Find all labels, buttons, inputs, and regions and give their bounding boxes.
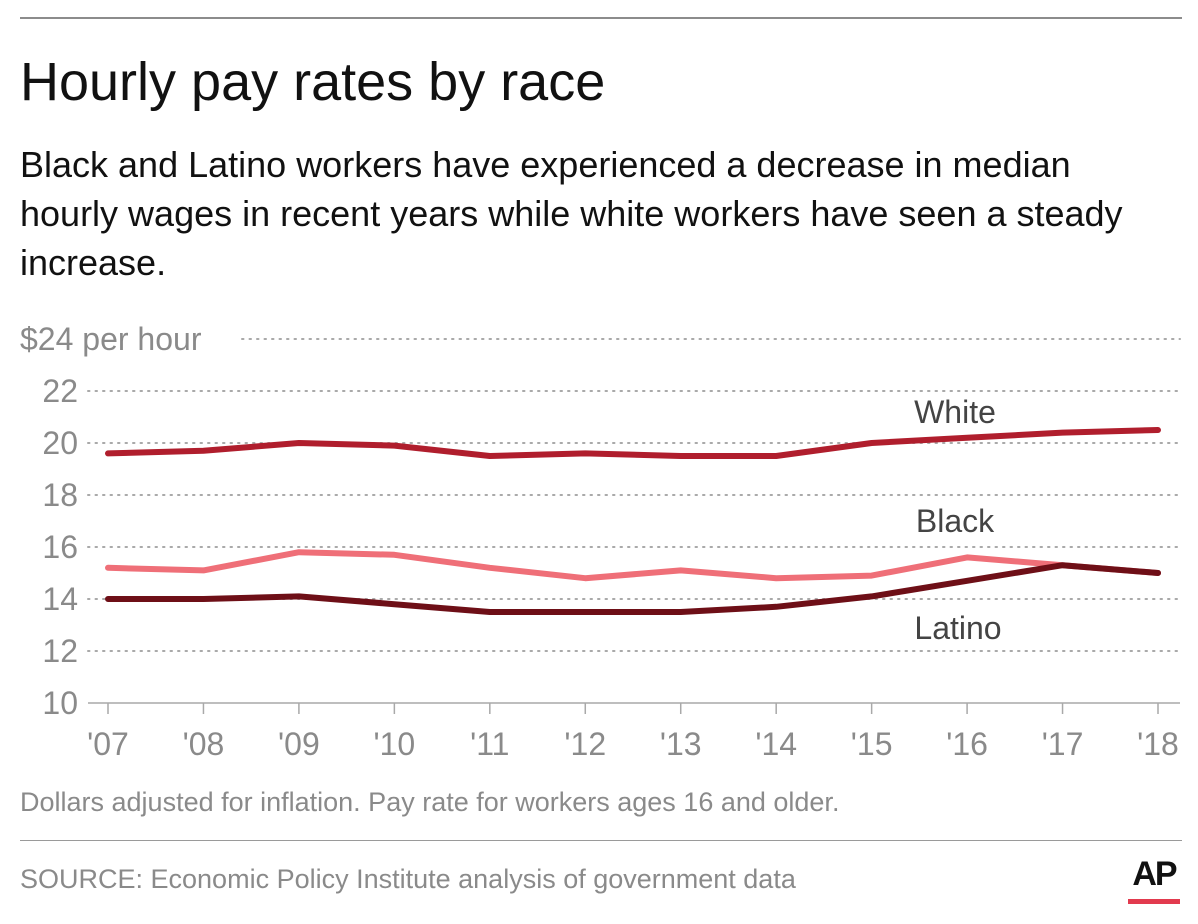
series-line-latino (105, 562, 1161, 615)
series-labels: White Black Latino (914, 394, 1001, 646)
series-line-white (105, 427, 1161, 459)
grid-layer: 10 12 14 16 18 20 22 $24 per hour (20, 321, 1181, 721)
y-tick-label: 22 (42, 373, 78, 409)
y-tick-label: 16 (42, 529, 78, 565)
y-tick-label: $24 per hour (20, 321, 202, 357)
y-tick-label: 20 (42, 425, 78, 461)
x-tick-label: '11 (470, 726, 509, 762)
y-tick-label: 18 (42, 477, 78, 513)
y-tick-label: 12 (42, 633, 78, 669)
y-tick-label: 14 (42, 581, 78, 617)
x-tick-label: '09 (278, 726, 320, 762)
x-tick-label: '13 (660, 726, 702, 762)
ap-logo-text: AP (1132, 855, 1177, 893)
series-line-black (105, 549, 1161, 582)
x-tick-label: '18 (1137, 726, 1179, 762)
x-tick-label: '07 (87, 726, 129, 762)
ap-logo: AP (1128, 854, 1180, 908)
x-tick-label: '15 (851, 726, 893, 762)
y-tick-label: 10 (42, 685, 78, 721)
series-label-latino: Latino (914, 610, 1001, 646)
bottom-rule (20, 840, 1182, 841)
x-axis: '07 '08 '09 '10 '11 '12 '13 '14 '15 '16 '17 '18 (87, 703, 1179, 762)
chart-subtitle: Black and Latino workers have experience… (20, 144, 1123, 283)
x-tick-label: '08 (183, 726, 225, 762)
footnote: Dollars adjusted for inflation. Pay rate… (20, 787, 840, 817)
chart-title: Hourly pay rates by race (20, 52, 606, 112)
x-tick-label: '16 (946, 726, 988, 762)
ap-logo-bar (1128, 899, 1180, 904)
x-tick-label: '10 (374, 726, 416, 762)
top-rule (20, 17, 1182, 19)
series-label-white: White (914, 394, 996, 430)
series-label-black: Black (916, 503, 995, 539)
source-line: SOURCE: Economic Policy Institute analys… (20, 864, 796, 894)
x-tick-label: '12 (564, 726, 606, 762)
x-tick-label: '17 (1042, 726, 1084, 762)
x-tick-label: '14 (755, 726, 797, 762)
series-layer (105, 427, 1161, 615)
